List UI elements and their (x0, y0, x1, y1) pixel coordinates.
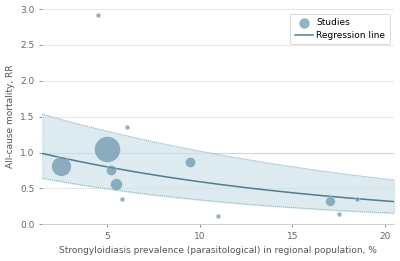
Point (94, 13, 101, 17)
Point (119, 197, 125, 201)
Legend: Studies, Regression line: Studies, Regression line (290, 14, 390, 44)
Point (104, 147, 110, 151)
X-axis label: Strongyloidiasis prevalence (parasitological) in regional population, %: Strongyloidiasis prevalence (parasitolog… (59, 246, 377, 256)
Point (187, 160, 194, 164)
Y-axis label: All-cause mortality, RR: All-cause mortality, RR (6, 65, 14, 168)
Point (124, 124, 131, 129)
Point (326, 199, 333, 203)
Point (336, 212, 342, 216)
Point (58, 164, 64, 168)
Point (215, 213, 222, 218)
Point (108, 168, 114, 172)
Point (354, 197, 360, 201)
Point (113, 182, 120, 186)
